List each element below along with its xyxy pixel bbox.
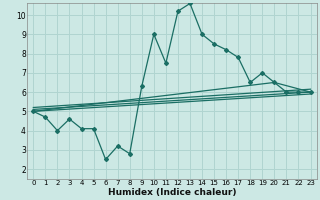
X-axis label: Humidex (Indice chaleur): Humidex (Indice chaleur) (108, 188, 236, 197)
